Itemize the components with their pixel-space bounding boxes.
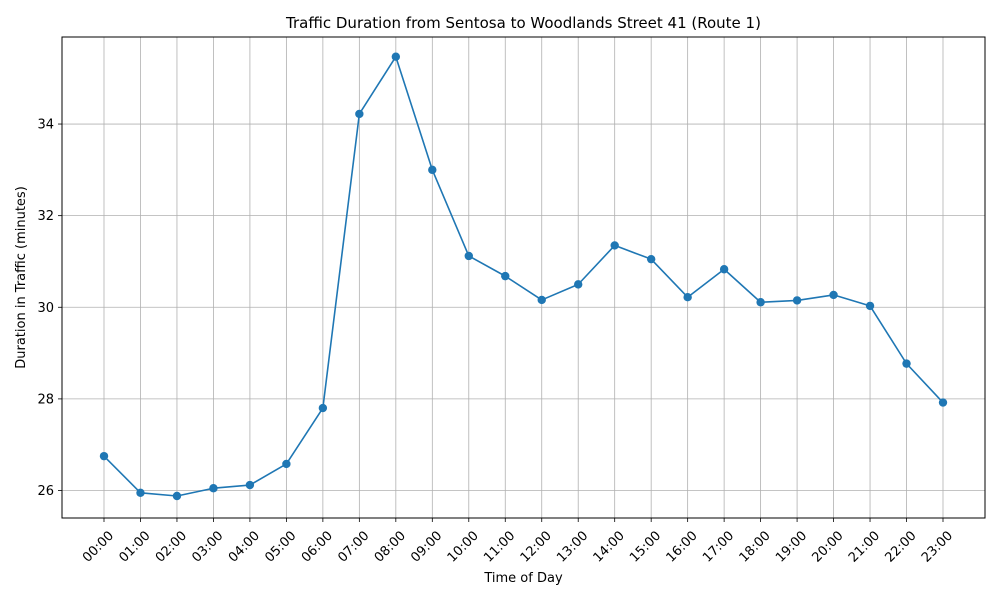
data-point <box>719 265 729 274</box>
data-point <box>136 488 145 498</box>
data-point <box>938 398 948 407</box>
y-axis: 26 28 30 32 34 <box>37 118 62 499</box>
data-point <box>428 165 437 175</box>
data-point <box>792 296 802 305</box>
data-point <box>355 109 364 119</box>
series <box>99 52 948 501</box>
chart-title: Traffic Duration from Sentosa to Woodlan… <box>285 14 761 32</box>
data-point <box>829 290 838 300</box>
data-point <box>756 298 765 307</box>
data-point <box>537 295 546 305</box>
data-point <box>683 292 692 302</box>
data-point <box>902 359 911 368</box>
y-axis-label: Duration in Traffic (minutes) <box>14 186 29 369</box>
data-point <box>501 271 510 281</box>
data-point <box>318 403 328 413</box>
data-point <box>646 254 656 264</box>
plot-frame <box>61 36 986 519</box>
y-tick-label: 26 <box>37 484 54 499</box>
data-point <box>865 301 875 311</box>
data-point <box>391 52 401 61</box>
y-tick-label: 30 <box>37 301 54 316</box>
data-point <box>245 480 255 490</box>
y-tick-label: 34 <box>37 118 54 133</box>
data-point <box>282 459 291 469</box>
data-point <box>574 280 583 289</box>
y-tick-label: 32 <box>37 209 54 224</box>
data-point <box>209 484 218 493</box>
grid <box>62 37 985 518</box>
series-line <box>103 55 944 497</box>
data-point <box>99 451 109 461</box>
data-point <box>610 241 619 250</box>
data-point <box>172 491 182 501</box>
x-axis-label: Time of Day <box>483 571 563 586</box>
data-point <box>464 251 473 261</box>
y-tick-label: 28 <box>37 392 54 407</box>
